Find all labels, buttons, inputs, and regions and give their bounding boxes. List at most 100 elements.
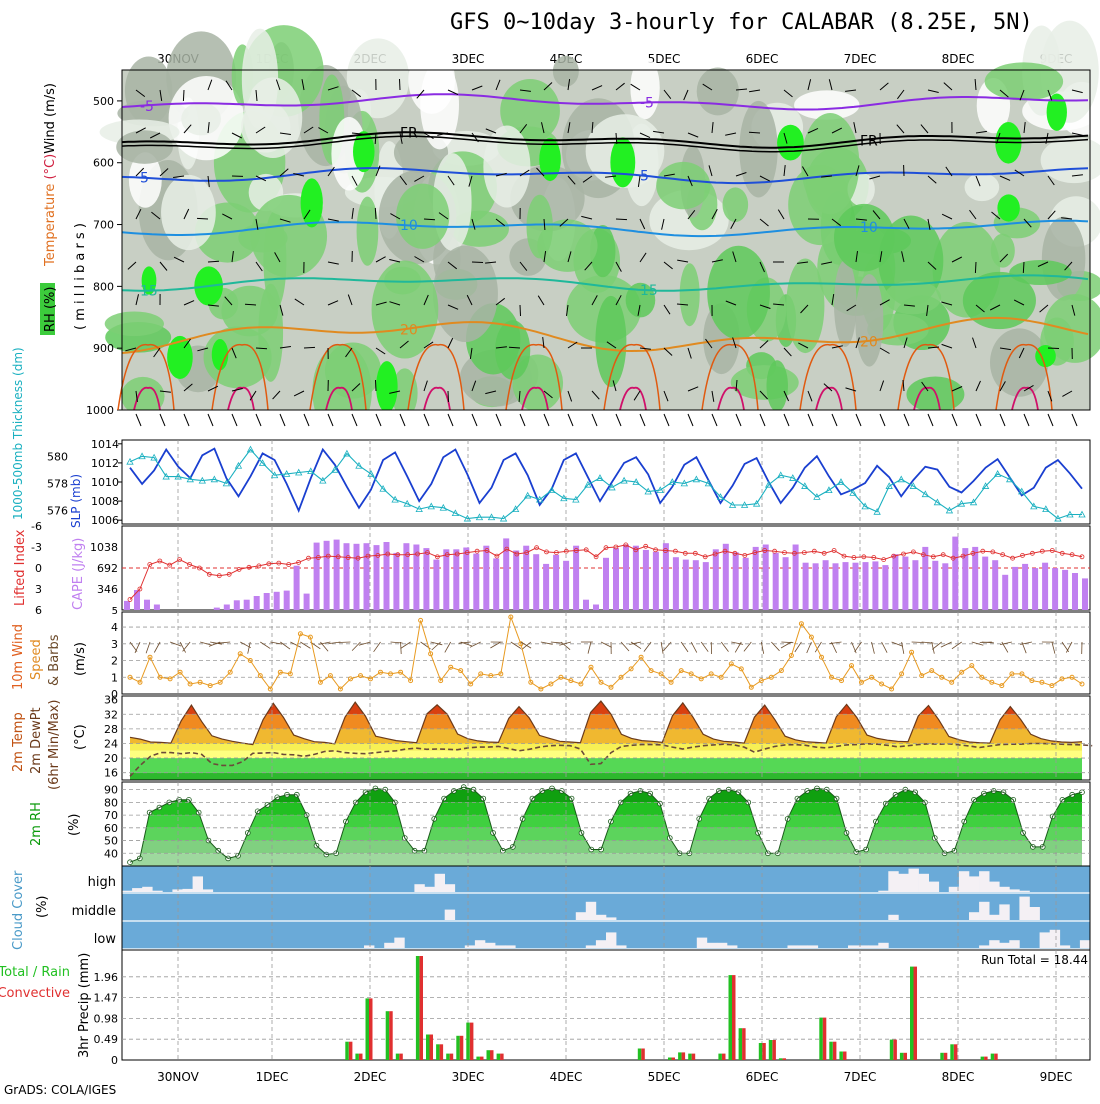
rh-shading-blob bbox=[357, 197, 379, 266]
cape-bar bbox=[763, 545, 769, 611]
rh-shading-blob bbox=[855, 274, 883, 367]
slp-tick-label: 1012 bbox=[91, 457, 119, 470]
cape-bar bbox=[693, 560, 699, 610]
cloud-bar-high bbox=[414, 884, 424, 892]
cloud-bar-high bbox=[183, 889, 193, 892]
rh-shading-blob bbox=[1042, 217, 1085, 301]
cape-bar bbox=[234, 600, 240, 610]
cape-bottom-tick: 5 bbox=[112, 606, 118, 617]
cape-bar bbox=[294, 566, 300, 610]
cape-bar bbox=[583, 600, 589, 610]
precip-total-bar bbox=[900, 1053, 904, 1060]
cloud-layer-label-low: low bbox=[94, 932, 117, 947]
cape-bar bbox=[1012, 567, 1018, 610]
cape-bar bbox=[493, 558, 499, 610]
precip-convective-bar bbox=[833, 1042, 837, 1060]
rh-shading-blob bbox=[801, 113, 859, 214]
cloud-axis-label: Cloud Cover bbox=[11, 870, 26, 950]
precip-total-bar bbox=[769, 1040, 773, 1060]
precip-convective-bar bbox=[944, 1053, 948, 1060]
cloud-bar-low bbox=[707, 943, 717, 948]
pressure-tick-label: 600 bbox=[93, 157, 114, 170]
wind-tick-label: 1 bbox=[111, 671, 118, 684]
rh-high-spot bbox=[610, 137, 635, 187]
cloud-bar-low bbox=[495, 945, 505, 948]
pressure-tick-label: 800 bbox=[93, 280, 114, 293]
cloud-bar-high bbox=[132, 888, 142, 892]
cape-bar bbox=[673, 557, 679, 610]
cape-bar bbox=[1052, 568, 1058, 610]
temp-axis-label-2: 2m DewPt bbox=[29, 707, 44, 774]
temp-axis-label-1: 2m Temp bbox=[11, 712, 26, 772]
cape-bar bbox=[453, 549, 459, 610]
contour-label: FR bbox=[860, 133, 878, 149]
rh-shading-blob bbox=[680, 263, 700, 326]
cape-bar bbox=[853, 563, 859, 610]
precip-tick-label: 0 bbox=[111, 1054, 118, 1067]
cape-bar bbox=[703, 562, 709, 610]
precip-total-bar bbox=[386, 1011, 390, 1060]
rh-shading-blob bbox=[697, 67, 739, 115]
cape-bar bbox=[683, 560, 689, 610]
cape-tick-label: 692 bbox=[97, 562, 118, 575]
cape-bar bbox=[892, 554, 898, 610]
contour-label: -5 bbox=[640, 96, 654, 112]
temp-band bbox=[122, 758, 1090, 773]
precip-legend-total: Total / Rain bbox=[0, 965, 70, 980]
precip-convective-bar bbox=[460, 1036, 464, 1060]
temp-unit-label: (°C) bbox=[73, 724, 88, 750]
precip-convective-bar bbox=[783, 1058, 787, 1060]
pressure-tick-label: 900 bbox=[93, 342, 114, 355]
contour-label: 15 bbox=[640, 283, 658, 299]
precip-convective-bar bbox=[984, 1057, 988, 1060]
precip-convective-bar bbox=[359, 1054, 363, 1060]
cape-bar bbox=[613, 548, 619, 610]
cape-tick-label: 1038 bbox=[90, 541, 118, 554]
precip-total-bar bbox=[688, 1054, 692, 1060]
rh-tick-label: 70 bbox=[104, 809, 118, 822]
precip-frame bbox=[122, 950, 1090, 1060]
temp-tick-label: 32 bbox=[104, 708, 118, 721]
date-label-bottom: 8DEC bbox=[942, 1070, 975, 1084]
rh-shading-blob bbox=[526, 195, 552, 259]
cloud-layer-label-middle: middle bbox=[72, 904, 116, 919]
cape-bar bbox=[334, 540, 340, 610]
precip-total-bar bbox=[355, 1054, 359, 1060]
cloud-bar-low bbox=[1009, 940, 1019, 948]
cloud-bar-low bbox=[1060, 945, 1070, 948]
cloud-bar-low bbox=[697, 938, 707, 948]
precip-convective-bar bbox=[389, 1011, 393, 1060]
precip-total-bar bbox=[416, 956, 420, 1060]
cloud-bar-high bbox=[878, 891, 888, 892]
thickness-tick-label: 580 bbox=[47, 450, 68, 463]
rh-tick-label: 60 bbox=[104, 822, 118, 835]
cape-bar bbox=[344, 543, 350, 610]
run-total-label: Run Total = 18.44 bbox=[981, 953, 1088, 967]
rh-shading-blob bbox=[161, 175, 216, 250]
cape-bar bbox=[843, 562, 849, 610]
precip-total-bar bbox=[981, 1057, 985, 1060]
temp-tick-label: 16 bbox=[104, 767, 118, 780]
precip-convective-bar bbox=[772, 1040, 776, 1060]
rh-shading-blob bbox=[985, 62, 1063, 100]
cloud-bar-middle bbox=[1030, 907, 1040, 920]
precip-total-bar bbox=[345, 1042, 349, 1060]
cape-bar bbox=[773, 553, 779, 610]
cloud-bar-low bbox=[364, 945, 374, 948]
wind-tick-label: 2 bbox=[111, 655, 118, 668]
precip-total-bar bbox=[476, 1057, 480, 1060]
precip-total-bar bbox=[890, 1040, 894, 1060]
cloud-bar-low bbox=[848, 945, 858, 948]
cape-bar bbox=[833, 563, 839, 610]
cloud-bar-high bbox=[172, 889, 182, 892]
date-label-top: 6DEC bbox=[746, 52, 779, 66]
cloud-bar-high bbox=[1019, 891, 1029, 892]
cape-bar bbox=[1042, 563, 1048, 610]
wind-axis-label-3: & Barbs bbox=[47, 634, 62, 686]
cloud-bar-low bbox=[586, 945, 596, 948]
cloud-bar-middle bbox=[989, 915, 999, 920]
temperature-axis-label: Temperature (°C)Wind (m/s) bbox=[43, 83, 58, 267]
date-label-bottom: 9DEC bbox=[1040, 1070, 1073, 1084]
cape-bar bbox=[463, 548, 469, 611]
